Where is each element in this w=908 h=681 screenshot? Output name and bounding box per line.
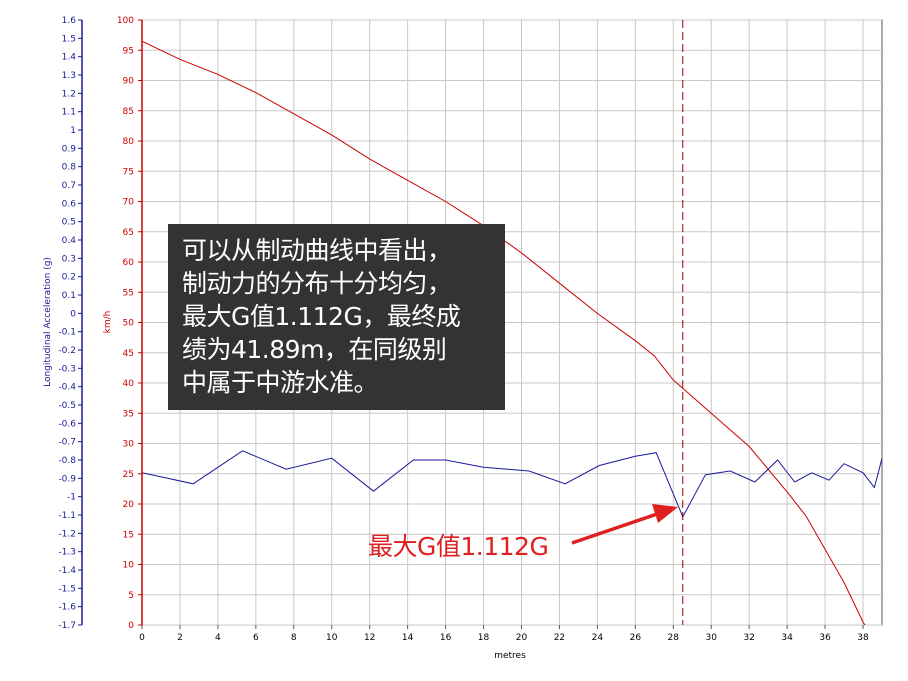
x-tick-label: 20 <box>516 633 528 643</box>
callout-arrow <box>571 504 678 545</box>
accel-tick-label: 0.9 <box>62 144 77 154</box>
x-tick-label: 24 <box>592 633 604 643</box>
speed-tick-label: 40 <box>123 379 135 389</box>
accel-tick-label: 1.2 <box>62 89 76 99</box>
speed-tick-label: 70 <box>123 198 135 208</box>
accel-tick-label: -0.6 <box>58 419 76 429</box>
x-tick-label: 10 <box>326 633 338 643</box>
x-tick-label: 8 <box>291 633 297 643</box>
speed-tick-label: 85 <box>123 107 134 117</box>
speed-tick-label: 95 <box>123 46 134 56</box>
speed-tick-label: 30 <box>123 440 135 450</box>
accel-tick-label: -1.4 <box>58 566 76 576</box>
x-tick-label: 26 <box>630 633 642 643</box>
accel-axis-title: Longitudinal Acceleration (g) <box>43 257 53 387</box>
speed-tick-label: 60 <box>123 258 135 268</box>
x-tick-label: 0 <box>139 633 145 643</box>
max-g-callout-label: 最大G值1.112G <box>368 532 549 561</box>
accel-tick-label: -1 <box>67 493 76 503</box>
x-axis-title: metres <box>494 651 526 661</box>
accel-tick-label: -0.4 <box>58 383 76 393</box>
accel-tick-label: 1.3 <box>62 71 76 81</box>
speed-tick-label: 20 <box>123 500 135 510</box>
accel-tick-label: 0.3 <box>62 254 76 264</box>
speed-tick-label: 50 <box>123 319 135 329</box>
accel-tick-label: -1.6 <box>58 603 76 613</box>
accel-tick-label: 0.1 <box>62 291 76 301</box>
accel-tick-label: -1.5 <box>58 584 76 594</box>
speed-tick-label: 75 <box>123 167 134 177</box>
annotation-line: 绩为41.89m，在同级别 <box>182 335 447 364</box>
speed-tick-labels: 0 5 10 15 20 25 30 35 40 45 50 55 60 65 70 75 80 85 90 95 10… <box>117 16 142 631</box>
annotation-box: 可以从制动曲线中看出， 制动力的分布十分均匀， 最大G值1.112G，最终成 绩… <box>168 224 505 410</box>
accel-tick-label: -1.7 <box>58 621 76 631</box>
accel-tick-label: 0.6 <box>62 199 77 209</box>
accel-tick-labels: 1.6 1.5 1.4 1.3 1.2 1.1 1 0.9 0.8 0.7 0.6 0.5 0.4 0.3… <box>58 16 82 631</box>
accel-tick-label: -0.8 <box>58 456 76 466</box>
speed-tick-label: 25 <box>123 470 134 480</box>
accel-tick-label: 1.6 <box>62 16 77 26</box>
accel-tick-label: -0.7 <box>58 438 76 448</box>
accel-tick-label: 1.4 <box>62 53 77 63</box>
speed-axis-title: km/h <box>103 311 113 334</box>
x-tick-label: 22 <box>554 633 565 643</box>
x-tick-labels: 0 2 4 6 8 10 12 14 16 18 20 22 24 26 28 30 32 34 36 38 <box>139 625 869 643</box>
accel-tick-label: -1.2 <box>58 529 76 539</box>
accel-tick-label: 0.8 <box>62 163 77 173</box>
annotation-line: 制动力的分布十分均匀， <box>182 269 452 298</box>
accel-tick-label: 1.1 <box>62 108 76 118</box>
accel-tick-label: -0.3 <box>58 364 76 374</box>
speed-tick-label: 90 <box>123 77 135 87</box>
x-tick-label: 18 <box>478 633 490 643</box>
accel-tick-label: 0.2 <box>62 273 76 283</box>
x-tick-label: 14 <box>402 633 414 643</box>
x-tick-label: 38 <box>857 633 869 643</box>
speed-series-line <box>142 40 866 625</box>
accel-tick-label: -0.9 <box>58 474 76 484</box>
annotation-line: 最大G值1.112G，最终成 <box>182 302 461 331</box>
speed-tick-label: 65 <box>123 228 134 238</box>
x-tick-label: 28 <box>668 633 680 643</box>
speed-tick-label: 10 <box>123 561 135 571</box>
accel-tick-label: 1 <box>70 126 76 136</box>
speed-tick-label: 55 <box>123 288 134 298</box>
x-tick-label: 36 <box>819 633 831 643</box>
annotation-line: 中属于中游水准。 <box>182 368 379 397</box>
x-tick-label: 16 <box>440 633 452 643</box>
accel-tick-label: 1.5 <box>62 34 76 44</box>
x-tick-label: 2 <box>177 633 183 643</box>
annotation-line: 可以从制动曲线中看出， <box>182 236 452 265</box>
x-tick-label: 6 <box>253 633 259 643</box>
accel-tick-label: -1.1 <box>58 511 76 521</box>
accel-tick-label: 0.4 <box>62 236 77 246</box>
accel-tick-label: 0.5 <box>62 218 76 228</box>
speed-tick-label: 100 <box>117 16 134 26</box>
accel-series-line <box>142 450 882 518</box>
x-tick-label: 4 <box>215 633 221 643</box>
accel-tick-label: 0 <box>70 309 76 319</box>
speed-tick-label: 80 <box>123 137 135 147</box>
speed-tick-label: 15 <box>123 530 134 540</box>
x-tick-label: 34 <box>781 633 793 643</box>
speed-tick-label: 0 <box>128 621 134 631</box>
speed-tick-label: 5 <box>128 591 134 601</box>
accel-tick-label: -0.2 <box>58 346 76 356</box>
x-tick-label: 30 <box>706 633 718 643</box>
series-layer <box>142 20 882 625</box>
x-tick-label: 12 <box>364 633 375 643</box>
accel-tick-label: 0.7 <box>62 181 76 191</box>
x-tick-label: 32 <box>743 633 754 643</box>
speed-tick-label: 35 <box>123 409 134 419</box>
accel-tick-label: -0.5 <box>58 401 76 411</box>
speed-tick-label: 45 <box>123 349 134 359</box>
accel-tick-label: -0.1 <box>58 328 76 338</box>
accel-tick-label: -1.3 <box>58 548 76 558</box>
